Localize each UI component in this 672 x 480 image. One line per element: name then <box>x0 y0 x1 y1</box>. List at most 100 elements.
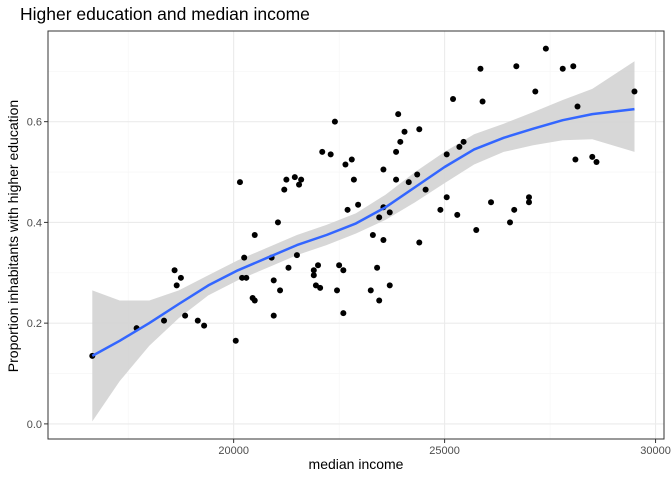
data-point <box>542 45 549 52</box>
data-point <box>327 151 334 158</box>
data-point <box>310 272 317 279</box>
data-point <box>572 156 579 163</box>
data-point <box>507 219 513 226</box>
data-point <box>293 252 300 259</box>
data-point <box>422 186 429 193</box>
plot-panel-border <box>47 30 665 440</box>
data-point <box>369 232 376 238</box>
data-point <box>450 96 457 102</box>
data-point <box>232 337 239 344</box>
data-point <box>317 284 324 291</box>
x-axis-title: median income <box>309 456 404 472</box>
data-point <box>348 156 355 163</box>
x-axis: 20000 25000 30000 <box>218 439 671 457</box>
smooth-trend-line <box>91 107 635 357</box>
y-axis: 0.0 0.2 0.4 0.6 <box>27 117 48 431</box>
data-point <box>281 186 288 193</box>
data-points <box>89 45 638 359</box>
data-point <box>631 88 638 95</box>
data-point <box>315 262 322 269</box>
data-point <box>241 254 248 261</box>
data-point <box>171 267 178 274</box>
data-point <box>340 267 347 274</box>
data-point <box>380 237 387 244</box>
data-point <box>161 317 168 324</box>
data-point <box>393 176 400 183</box>
data-point <box>291 174 298 181</box>
data-point <box>177 274 184 281</box>
data-point <box>236 179 243 186</box>
data-point <box>274 219 281 226</box>
data-point <box>473 226 480 233</box>
data-point <box>251 232 258 238</box>
confidence-band <box>92 61 635 422</box>
data-point <box>243 274 250 281</box>
y-tick-label: 0.4 <box>27 217 42 229</box>
data-point <box>283 176 290 183</box>
data-point <box>298 176 305 183</box>
data-point <box>513 63 520 70</box>
data-point <box>525 199 532 206</box>
x-tick-label: 25000 <box>429 445 460 457</box>
data-point <box>559 65 566 72</box>
data-point <box>443 194 450 201</box>
data-point <box>201 322 208 329</box>
data-point <box>574 103 581 110</box>
data-point <box>405 179 412 186</box>
y-tick-label: 0.0 <box>27 419 42 431</box>
data-point <box>334 287 341 294</box>
data-point <box>251 297 258 304</box>
data-point <box>355 201 362 208</box>
data-point <box>416 239 423 246</box>
data-point <box>437 206 444 213</box>
data-point <box>456 143 463 150</box>
y-tick-label: 0.6 <box>27 117 42 129</box>
data-point <box>525 194 532 201</box>
data-point <box>386 209 393 216</box>
data-point <box>454 211 461 218</box>
data-point <box>367 287 374 294</box>
data-point <box>374 264 381 271</box>
plot-panel-background <box>48 31 664 439</box>
data-point <box>239 274 246 281</box>
data-point <box>395 111 402 118</box>
chart-title: Higher education and median income <box>20 4 310 24</box>
data-point <box>376 297 383 304</box>
data-point <box>182 312 189 319</box>
data-point <box>331 118 338 125</box>
data-point <box>350 176 357 183</box>
x-tick-label: 20000 <box>218 445 249 457</box>
minor-gridlines <box>48 31 664 439</box>
data-point <box>296 181 303 188</box>
x-tick-label: 30000 <box>640 445 671 457</box>
data-point <box>393 148 400 155</box>
data-point <box>589 153 596 160</box>
data-point <box>570 63 577 70</box>
data-point <box>173 282 180 289</box>
data-point <box>443 151 450 158</box>
data-point <box>416 126 423 133</box>
data-point <box>401 128 408 135</box>
data-point <box>194 317 201 324</box>
data-point <box>277 287 284 294</box>
data-point <box>344 206 351 213</box>
plot-panel <box>47 30 665 440</box>
data-point <box>270 277 277 284</box>
data-point <box>376 214 383 221</box>
data-point <box>488 199 495 206</box>
data-point <box>477 65 484 72</box>
data-point <box>532 88 539 95</box>
data-point <box>285 264 292 271</box>
data-point <box>310 267 317 274</box>
data-point <box>460 138 467 145</box>
data-point <box>319 148 326 155</box>
data-point <box>511 206 518 213</box>
data-point <box>414 171 421 178</box>
y-tick-label: 0.2 <box>27 318 42 330</box>
data-point <box>270 312 277 319</box>
data-point <box>593 158 600 165</box>
data-point <box>336 262 343 269</box>
y-axis-title: Proportion inhabitants with higher educa… <box>5 100 21 372</box>
data-point <box>479 98 486 105</box>
